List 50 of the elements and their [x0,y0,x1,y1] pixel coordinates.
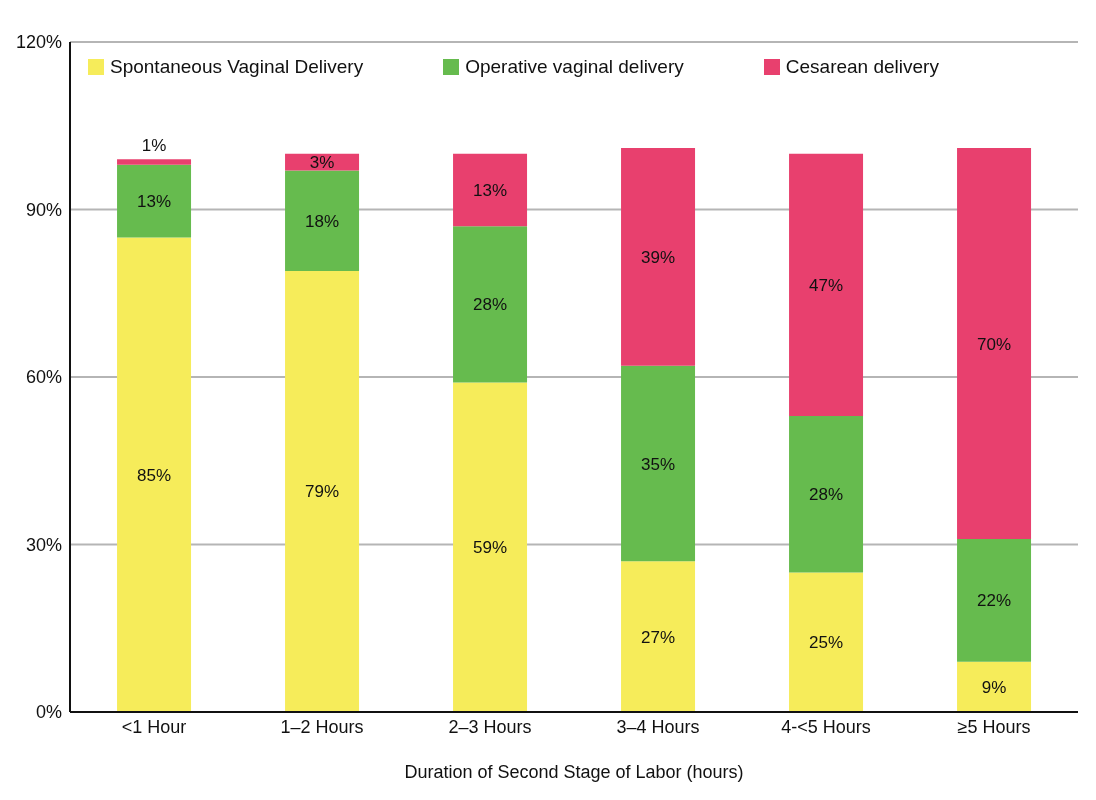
legend-label: Cesarean delivery [784,56,939,78]
data-label: 25% [809,633,844,653]
bar [117,159,192,165]
y-tick-label: 120% [15,32,62,53]
bar [789,153,864,417]
bar [621,561,696,712]
bar [453,226,528,383]
data-label: 85% [137,465,172,485]
bar [117,164,192,238]
x-tick-label: 2–3 Hours [448,716,532,737]
bar [957,148,1032,539]
bar [453,153,528,227]
bar [117,237,192,712]
legend-label: Spontaneous Vaginal Delivery [109,56,364,78]
y-tick-label: 0% [35,702,62,723]
data-label: 28% [809,485,844,505]
data-label: 35% [641,454,676,474]
bar [789,572,864,712]
data-label: 13% [137,192,172,212]
bar [957,538,1032,662]
bar [621,148,696,366]
data-label: 47% [809,275,844,295]
y-tick-label: 90% [25,199,62,220]
data-label: 3% [309,153,335,173]
data-label: 79% [305,482,340,502]
data-label: 22% [977,591,1012,611]
x-tick-label: 3–4 Hours [616,716,700,737]
data-label: 18% [305,211,340,231]
bar [621,365,696,562]
y-tick-label: 30% [25,534,62,555]
data-label: 13% [473,180,508,200]
x-axis-title: Duration of Second Stage of Labor (hours) [404,762,744,782]
bar [453,382,528,712]
data-label: 1% [141,136,167,156]
bar [789,416,864,573]
data-label: 27% [641,627,676,647]
data-label: 28% [473,295,508,315]
data-label: 70% [977,334,1012,354]
data-label: 39% [641,247,676,267]
bar [285,270,360,712]
x-tick-label: 4-<5 Hours [781,716,871,737]
data-label: 9% [981,677,1007,697]
x-tick-label: <1 Hour [121,716,187,737]
y-tick-label: 60% [25,367,62,388]
x-tick-label: ≥5 Hours [957,716,1031,737]
legend-label: Operative vaginal delivery [464,56,684,78]
x-tick-label: 1–2 Hours [280,716,364,737]
bar [285,170,360,271]
bar [957,661,1032,712]
data-label: 59% [473,538,508,558]
